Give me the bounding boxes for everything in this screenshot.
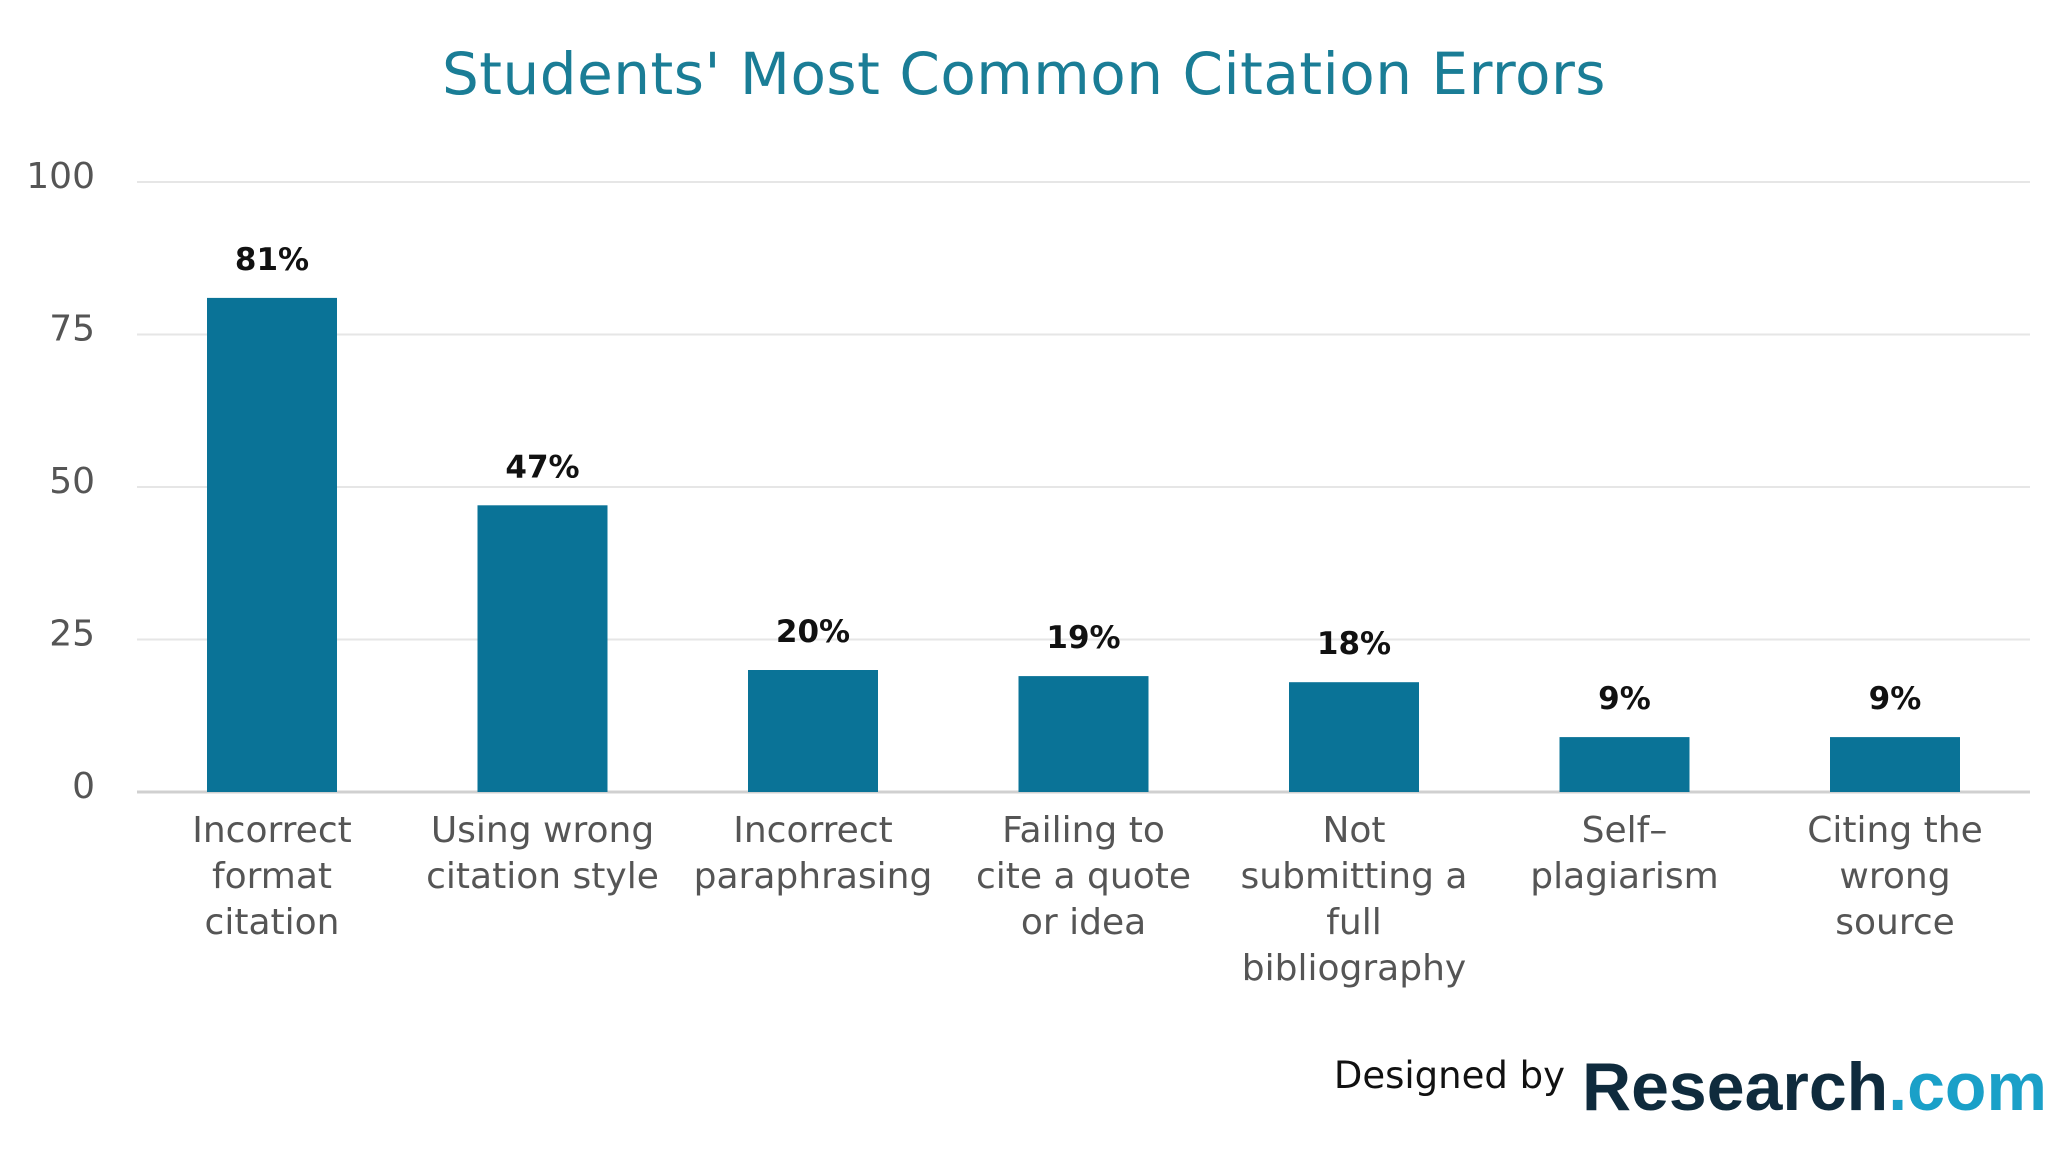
data-label: 81% bbox=[235, 242, 309, 278]
x-category-line: citation bbox=[205, 902, 340, 943]
data-label: 47% bbox=[505, 449, 579, 485]
bar bbox=[1559, 737, 1690, 792]
x-category-label: Failing to cite a quote or idea bbox=[976, 810, 1191, 943]
bar bbox=[1018, 676, 1149, 792]
x-category-line: plagiarism bbox=[1530, 856, 1718, 897]
x-category-line: submitting a bbox=[1241, 856, 1468, 897]
chart-title: Students' Most Common Citation Errors bbox=[442, 40, 1606, 108]
bars bbox=[207, 297, 1960, 792]
x-category-line: citation style bbox=[426, 856, 659, 897]
x-category-line: format bbox=[212, 856, 332, 897]
x-category-line: Failing to bbox=[1002, 810, 1165, 851]
x-category-label: Not submitting a full bibliography bbox=[1241, 810, 1468, 989]
data-label: 18% bbox=[1317, 626, 1391, 662]
x-category-label: Incorrect format citation bbox=[192, 810, 352, 943]
y-tick-label: 100 bbox=[26, 156, 95, 197]
credit-prefix: Designed by bbox=[1334, 1054, 1565, 1097]
brand-logo: Research.com bbox=[1582, 1049, 2047, 1125]
data-label: 9% bbox=[1598, 681, 1651, 717]
x-category-line: Using wrong bbox=[431, 810, 654, 851]
x-category-line: Incorrect bbox=[733, 810, 893, 851]
x-category-line: or idea bbox=[1021, 902, 1146, 943]
bar bbox=[477, 505, 608, 792]
brand-name: Research bbox=[1582, 1049, 1888, 1125]
x-category-line: source bbox=[1835, 902, 1955, 943]
bar bbox=[1289, 682, 1419, 792]
bar bbox=[207, 297, 337, 792]
x-category-label: Citing the wrong source bbox=[1807, 810, 1982, 943]
y-tick-label: 0 bbox=[72, 766, 95, 807]
brand-tld: .com bbox=[1888, 1049, 2047, 1125]
x-category-label: Self– plagiarism bbox=[1530, 810, 1718, 897]
x-category-line: Not bbox=[1322, 810, 1385, 851]
y-tick-label: 75 bbox=[49, 309, 95, 350]
x-category-label: Incorrect paraphrasing bbox=[694, 810, 933, 897]
x-category-line: Incorrect bbox=[192, 810, 352, 851]
bar bbox=[1830, 737, 1960, 792]
x-category-label: Using wrong citation style bbox=[426, 810, 659, 897]
y-tick-label: 25 bbox=[49, 614, 95, 655]
x-axis-categories: Incorrect format citation Using wrong citati… bbox=[192, 810, 1982, 989]
x-category-line: Self– bbox=[1582, 810, 1668, 851]
data-label: 20% bbox=[776, 614, 850, 650]
bar bbox=[748, 670, 878, 792]
x-category-line: cite a quote bbox=[976, 856, 1191, 897]
y-axis-ticks: 0 25 50 75 100 bbox=[26, 156, 95, 807]
data-labels: 81% 47% 20% 19% 18% 9% 9% bbox=[235, 242, 1921, 717]
x-category-line: Citing the bbox=[1807, 810, 1982, 851]
x-category-line: full bbox=[1326, 902, 1382, 943]
data-label: 19% bbox=[1046, 620, 1120, 656]
credit: Designed by Research.com bbox=[1334, 1049, 2047, 1125]
x-category-line: wrong bbox=[1839, 856, 1950, 897]
x-category-line: bibliography bbox=[1242, 948, 1466, 989]
data-label: 9% bbox=[1869, 681, 1922, 717]
x-category-line: paraphrasing bbox=[694, 856, 933, 897]
y-tick-label: 50 bbox=[49, 461, 95, 502]
